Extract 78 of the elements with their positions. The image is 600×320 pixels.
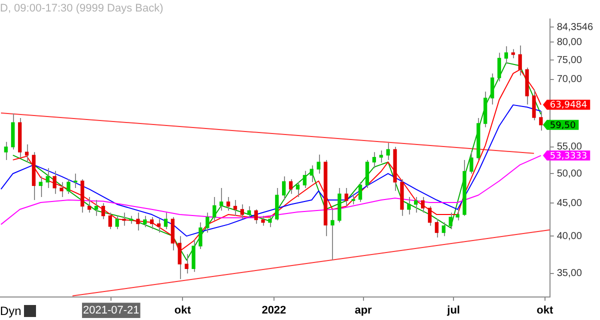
candlestick	[156, 218, 161, 234]
candlestick	[74, 173, 78, 188]
y-tick-label: 75,00	[556, 54, 582, 66]
candlestick	[448, 212, 452, 230]
candlestick	[358, 182, 362, 202]
candlestick	[330, 208, 334, 261]
candlestick	[206, 212, 210, 234]
candlestick	[268, 215, 272, 228]
candlestick	[184, 254, 188, 274]
candlestick	[310, 164, 314, 183]
y-tick-label: 55,00	[556, 142, 582, 153]
candlestick	[504, 46, 508, 64]
x-tick-label: apr	[354, 304, 373, 316]
candlestick	[101, 202, 106, 220]
candlestick	[386, 142, 390, 160]
candlestick	[150, 216, 154, 230]
candlestick	[198, 222, 202, 250]
candlestick	[532, 89, 536, 121]
candlestick	[428, 206, 432, 226]
candlestick	[420, 196, 425, 214]
candlestick	[316, 154, 320, 174]
candlestick	[442, 222, 446, 237]
candlestick	[136, 212, 140, 232]
candlestick	[282, 176, 286, 201]
candlestick	[288, 178, 293, 194]
candlestick	[226, 196, 230, 212]
chart-title: D, 09:00-17:30 (9999 Days Back)	[0, 2, 164, 15]
candlestick	[52, 170, 56, 194]
candlestick	[254, 208, 258, 224]
text: Dyn	[0, 304, 22, 318]
y-tick-label: 70,00	[556, 74, 582, 86]
candlestick	[240, 204, 244, 220]
candlestick	[60, 182, 64, 198]
y-tick-label: 80,00	[556, 36, 582, 48]
x-tick-label: okt	[174, 304, 192, 316]
x-tick-label: 2022	[262, 304, 286, 316]
candlestick	[470, 152, 474, 174]
candlestick	[212, 196, 216, 221]
candlestick	[511, 48, 515, 59]
y-tick-label: 45,00	[556, 198, 582, 209]
candlestick	[122, 212, 126, 226]
candlestick	[108, 212, 112, 230]
candlestick	[24, 144, 29, 164]
candlestick	[365, 159, 370, 188]
data-label: 53,3333	[550, 151, 588, 162]
x-tick-label: 2021-07-21	[83, 304, 140, 316]
candlestick	[247, 206, 251, 218]
y-tick-label: 50,00	[556, 168, 582, 180]
candlestick	[296, 182, 300, 198]
candlestick	[372, 152, 376, 169]
candlestick	[434, 218, 439, 238]
candlestick	[115, 215, 119, 230]
candlestick	[164, 212, 168, 230]
candlestick	[46, 168, 50, 188]
candlestick	[66, 178, 70, 194]
candlestick	[38, 176, 43, 198]
candlestick	[4, 141, 8, 160]
candlestick	[456, 208, 460, 221]
candlestick	[192, 239, 196, 272]
candlestick	[344, 187, 348, 207]
y-tick-label: 35,00	[556, 268, 582, 280]
candlestick	[518, 45, 522, 76]
candlestick	[490, 72, 494, 106]
candlestick	[143, 215, 147, 228]
candlestick	[302, 170, 307, 188]
candlestick	[261, 215, 265, 226]
x-tick-label: okt	[536, 304, 554, 316]
data-label: 63,9484	[550, 100, 588, 111]
candlestick	[539, 110, 543, 132]
candlestick	[220, 187, 224, 212]
y-tick-label: 40,00	[556, 230, 582, 242]
x-tick-label: jul	[446, 304, 460, 316]
text: 59,50	[550, 120, 576, 131]
candlestick	[352, 193, 356, 205]
candlestick	[178, 236, 182, 280]
candlestick	[497, 52, 502, 82]
y-tick-label: 84,3546	[556, 22, 594, 33]
candlestick	[407, 196, 411, 216]
